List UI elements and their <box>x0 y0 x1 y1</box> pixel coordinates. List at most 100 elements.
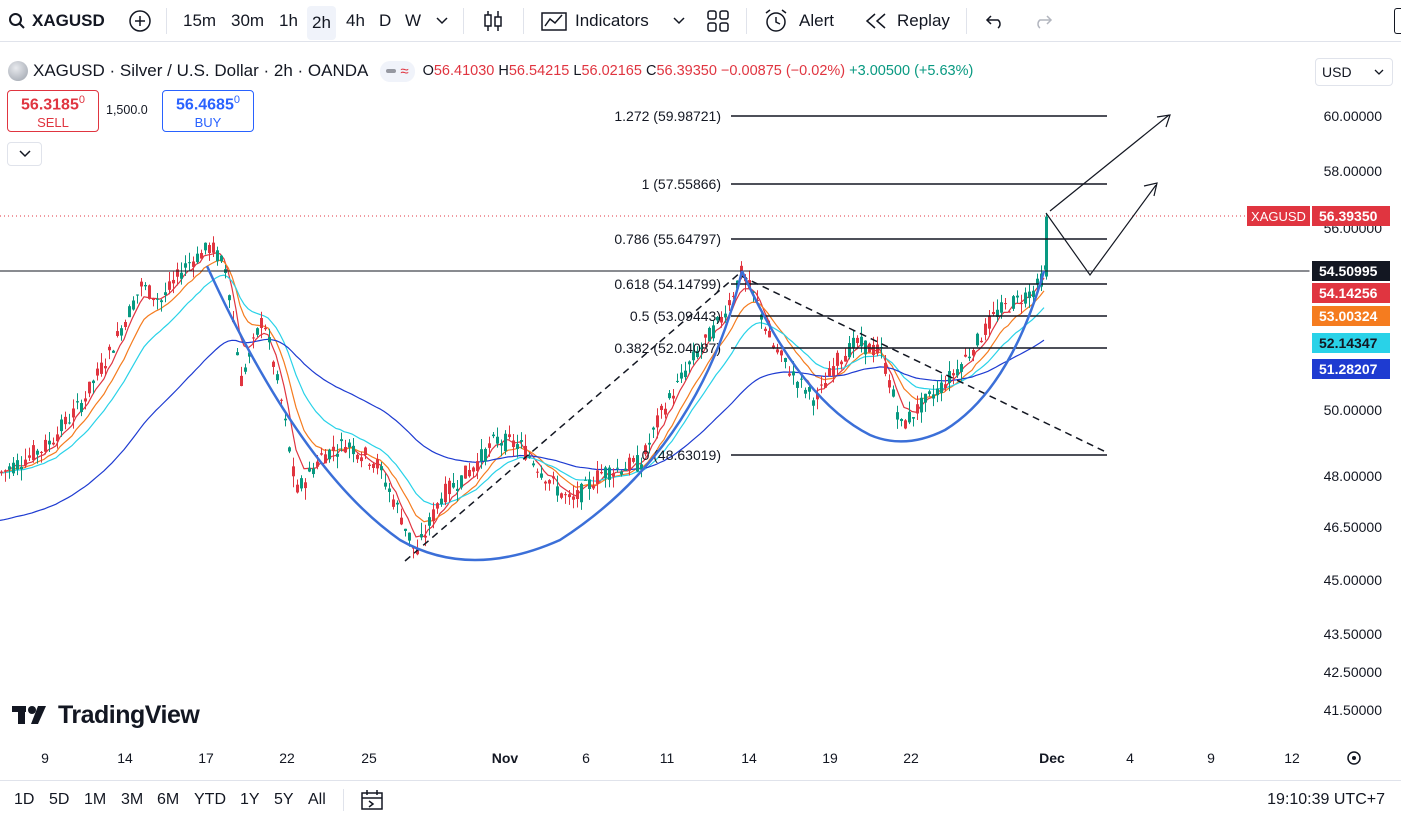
chevron-down-icon <box>18 150 31 158</box>
replay-button[interactable]: Replay <box>865 0 950 42</box>
range-6m[interactable]: 6M <box>157 791 180 808</box>
legend-ohlc: O56.41030 H56.54215 L56.02165 C56.39350 … <box>422 63 974 79</box>
candle <box>404 528 407 531</box>
candle <box>276 374 279 381</box>
candle <box>664 408 667 415</box>
clock-timezone[interactable]: 19:10:39 UTC+7 <box>1267 791 1385 808</box>
grid-icon <box>707 10 729 32</box>
candle <box>168 281 171 290</box>
search-icon <box>9 13 25 29</box>
candle <box>364 447 367 456</box>
candle <box>388 488 391 492</box>
indicators-dropdown[interactable] <box>673 0 685 42</box>
redo-button[interactable] <box>1033 0 1053 42</box>
range-3m[interactable]: 3M <box>121 791 144 808</box>
range-5y[interactable]: 5Y <box>274 791 294 808</box>
time-axis-label: Nov <box>492 750 519 766</box>
candle <box>768 330 771 338</box>
candle <box>512 440 515 448</box>
candle <box>292 466 295 477</box>
candle <box>796 381 799 388</box>
candle <box>92 380 95 384</box>
collapse-trade-button[interactable] <box>7 142 42 166</box>
candle <box>176 269 179 277</box>
window-edge-icon <box>1394 8 1401 34</box>
sell-button[interactable]: 56.31850 SELL <box>7 90 99 132</box>
fib-level-label: 0.382 (52.04087) <box>614 340 721 356</box>
price-axis[interactable]: 60.0000058.0000056.0000050.0000048.00000… <box>1309 42 1383 740</box>
candle <box>456 488 459 492</box>
legend-toggle[interactable]: ≈ <box>380 60 415 82</box>
candle <box>188 262 191 264</box>
candle <box>108 346 111 351</box>
candles-icon <box>484 11 502 31</box>
chart-canvas[interactable]: 1.272 (59.98721) 1 (57.55866) 0.786 (55.64… <box>0 42 1401 780</box>
legend-title[interactable]: XAGUSD · Silver / U.S. Dollar · 2h · OAN… <box>33 61 369 80</box>
cup-pattern-right <box>740 270 1046 443</box>
candle <box>280 399 283 401</box>
candle <box>960 364 963 372</box>
undo-icon <box>985 15 1001 29</box>
order-quantity[interactable]: 1,500.0 <box>106 103 148 117</box>
candle <box>132 300 135 310</box>
currency-select[interactable]: USD <box>1315 58 1393 86</box>
compare-button[interactable] <box>128 0 152 42</box>
candle <box>488 443 491 448</box>
chart-type-button[interactable] <box>482 0 504 42</box>
range-5d[interactable]: 5D <box>49 791 70 808</box>
layouts-button[interactable] <box>706 0 730 42</box>
candle <box>88 381 91 394</box>
alert-button[interactable]: Alert <box>763 0 834 42</box>
candle <box>896 412 899 420</box>
time-axis-label: 22 <box>903 750 919 766</box>
drawings[interactable] <box>0 114 1310 562</box>
range-1d[interactable]: 1D <box>14 791 35 808</box>
interval-15m[interactable]: 15m <box>183 11 217 30</box>
sell-price: 56.31850 <box>21 94 85 114</box>
tv-logo-icon <box>12 706 46 724</box>
candle <box>844 355 847 362</box>
candle <box>680 372 683 379</box>
interval-d[interactable]: D <box>379 11 392 30</box>
price-axis-label: 46.50000 <box>1324 519 1383 535</box>
interval-dropdown[interactable] <box>436 0 448 42</box>
candle <box>228 295 231 301</box>
interval-1h[interactable]: 1h <box>279 11 298 30</box>
candle <box>160 300 163 303</box>
candle <box>816 393 819 400</box>
candle <box>704 334 707 338</box>
candle <box>808 386 811 392</box>
candle <box>968 356 971 359</box>
interval-4h[interactable]: 4h <box>346 11 365 30</box>
candle <box>988 316 991 329</box>
last-price-tag: 56.39350 <box>1312 206 1390 226</box>
fullscreen-frame[interactable] <box>1394 0 1401 42</box>
candle <box>376 459 379 469</box>
calendar-goto-icon[interactable] <box>360 789 384 811</box>
range-all[interactable]: All <box>308 791 326 808</box>
time-axis[interactable]: 9 14 17 22 25 Nov 6 11 14 19 22 Dec 4 9 12 <box>41 750 1361 766</box>
bottom-toolbar: 1D 5D 1M 3M 6M YTD 1Y 5Y All 19:10:39 UT… <box>0 780 1401 818</box>
candle <box>624 468 627 471</box>
interval-2h[interactable]: 2h <box>307 0 336 42</box>
range-1y[interactable]: 1Y <box>240 791 260 808</box>
candle <box>392 499 395 507</box>
candle <box>888 380 891 388</box>
undo-button[interactable] <box>985 0 1005 42</box>
indicators-button[interactable]: Indicators <box>541 0 649 42</box>
candle <box>84 398 87 402</box>
candle <box>956 369 959 376</box>
candle <box>12 462 15 474</box>
interval-30m[interactable]: 30m <box>231 11 265 30</box>
tradingview-logo[interactable]: TradingView <box>12 700 200 730</box>
range-ytd[interactable]: YTD <box>194 791 226 808</box>
fib-retracement[interactable]: 1.272 (59.98721) 1 (57.55866) 0.786 (55.64… <box>614 108 1107 463</box>
range-1m[interactable]: 1M <box>84 791 107 808</box>
candle <box>812 400 815 406</box>
symbol-search[interactable]: XAGUSD <box>8 0 105 42</box>
interval-w[interactable]: W <box>405 11 422 30</box>
candle <box>180 272 183 279</box>
candle <box>688 361 691 365</box>
buy-button[interactable]: 56.46850 BUY <box>162 90 254 132</box>
candle <box>452 482 455 488</box>
